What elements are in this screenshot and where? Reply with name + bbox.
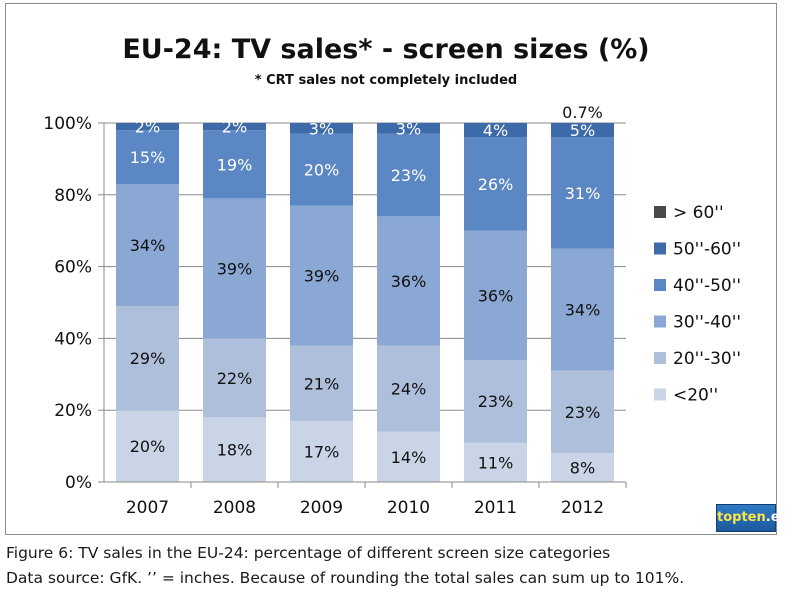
data-label: 2% [222, 118, 247, 137]
data-source-note: Data source: GfK. ’’ = inches. Because o… [6, 569, 685, 587]
data-label: 18% [217, 441, 253, 460]
legend-swatch [654, 352, 666, 364]
data-label: 23% [478, 392, 514, 411]
bar-segment [464, 359, 527, 443]
legend: > 60'' 50''-60'' 40''-50'' 30''-40'' 20''-30… [654, 203, 741, 406]
data-label: 39% [217, 259, 253, 278]
figure-caption: Figure 6: TV sales in the EU-24: percent… [6, 544, 611, 562]
data-label: 36% [478, 286, 514, 305]
data-label: 21% [304, 374, 340, 393]
bar-segment [377, 345, 440, 432]
bars-layer [116, 123, 614, 482]
data-label: 31% [565, 184, 601, 203]
x-tick-label: 2011 [474, 498, 517, 518]
bar-segment [203, 417, 266, 482]
x-tick-label: 2009 [300, 498, 343, 518]
bar-segment [551, 137, 614, 249]
legend-label: 50''-60'' [673, 240, 741, 260]
axis-layer: 0% 20% 40% 60% 80% 100% 2007 2008 2009 2010 2011 20… [43, 114, 627, 518]
legend-swatch [654, 242, 666, 255]
x-tick-label: 2012 [561, 498, 604, 518]
stacked-bar-chart: EU-24: TV sales* - screen sizes (%) * CR… [43, 34, 741, 518]
bar-segment [116, 130, 179, 185]
data-label: 5% [570, 121, 595, 140]
bar-segment [464, 137, 527, 231]
data-label: 39% [304, 267, 340, 286]
data-label: 14% [391, 448, 427, 467]
legend-label: 20''-30'' [673, 349, 741, 369]
bar-segment [203, 130, 266, 199]
topten-logo: topten.eu [716, 504, 789, 532]
data-label: 23% [565, 403, 601, 422]
bar-segment [551, 453, 614, 482]
bar-segment [290, 123, 353, 134]
data-label: 36% [391, 272, 427, 291]
data-label: 8% [570, 459, 595, 478]
legend-label: <20'' [673, 386, 718, 406]
bar-segment [551, 370, 614, 454]
bar-segment [377, 133, 440, 217]
bar-segment [464, 442, 527, 482]
data-label: 26% [478, 175, 514, 194]
legend-label: > 60'' [673, 203, 724, 223]
bar-segment [464, 123, 527, 138]
chart-subtitle: * CRT sales not completely included [255, 73, 517, 88]
bar-segment [290, 345, 353, 421]
data-label: 34% [565, 301, 601, 320]
legend-label: 30''-40'' [673, 313, 741, 333]
legend-swatch [654, 279, 666, 291]
logo-text: topten [717, 510, 766, 525]
data-labels-layer: 20% 29% 34% 15% 2% 18% 22% 39% 19% 2% 17% 21% 39% 20%… [130, 103, 603, 478]
bar-segment [377, 216, 440, 346]
data-label: 17% [304, 442, 340, 461]
data-label: 3% [309, 119, 334, 138]
legend-swatch [654, 315, 666, 328]
data-label: 3% [396, 119, 421, 138]
bar-segment [551, 123, 614, 138]
data-label: 34% [130, 236, 166, 255]
legend-swatch [654, 206, 666, 218]
y-tick-label: 40% [54, 329, 92, 349]
data-label: 11% [478, 453, 514, 472]
data-label: 4% [483, 121, 508, 140]
legend-label: 40''-50'' [673, 276, 741, 296]
bar-segment [203, 123, 266, 131]
bar-segment [116, 184, 179, 307]
data-label: 20% [304, 161, 340, 180]
data-label: 15% [130, 148, 166, 167]
bar-segment [203, 198, 266, 339]
bar-segment [290, 420, 353, 482]
bar-segment [116, 123, 179, 131]
y-tick-label: 0% [65, 473, 92, 493]
bar-segment [377, 431, 440, 482]
data-label: 20% [130, 437, 166, 456]
y-tick-label: 80% [54, 186, 92, 206]
bar-segment [290, 205, 353, 346]
grid-layer [104, 122, 626, 411]
legend-swatch [654, 388, 666, 401]
bar-segment [464, 230, 527, 360]
y-tick-label: 60% [54, 258, 92, 278]
x-tick-label: 2007 [126, 498, 169, 518]
bar-segment [377, 123, 440, 134]
x-tick-label: 2008 [213, 498, 256, 518]
x-tick-label: 2010 [387, 498, 430, 518]
chart-title: EU-24: TV sales* - screen sizes (%) [122, 34, 649, 65]
data-label: 24% [391, 380, 427, 399]
data-label: 2% [135, 118, 160, 137]
bar-segment [290, 133, 353, 206]
y-tick-label: 100% [43, 114, 92, 134]
bar-segment [551, 248, 614, 371]
y-tick-label: 20% [54, 401, 92, 421]
data-label: 29% [130, 349, 166, 368]
data-label: 22% [217, 369, 253, 388]
chart-frame: EU-24: TV sales* - screen sizes (%) * CR… [5, 3, 789, 535]
data-label: 23% [391, 166, 427, 185]
logo-suffix: .eu [765, 510, 789, 525]
bar-segment [203, 338, 266, 418]
data-label: 0.7% [562, 103, 603, 122]
bar-segment [116, 306, 179, 411]
bar-segment [116, 410, 179, 482]
data-label: 19% [217, 155, 253, 174]
